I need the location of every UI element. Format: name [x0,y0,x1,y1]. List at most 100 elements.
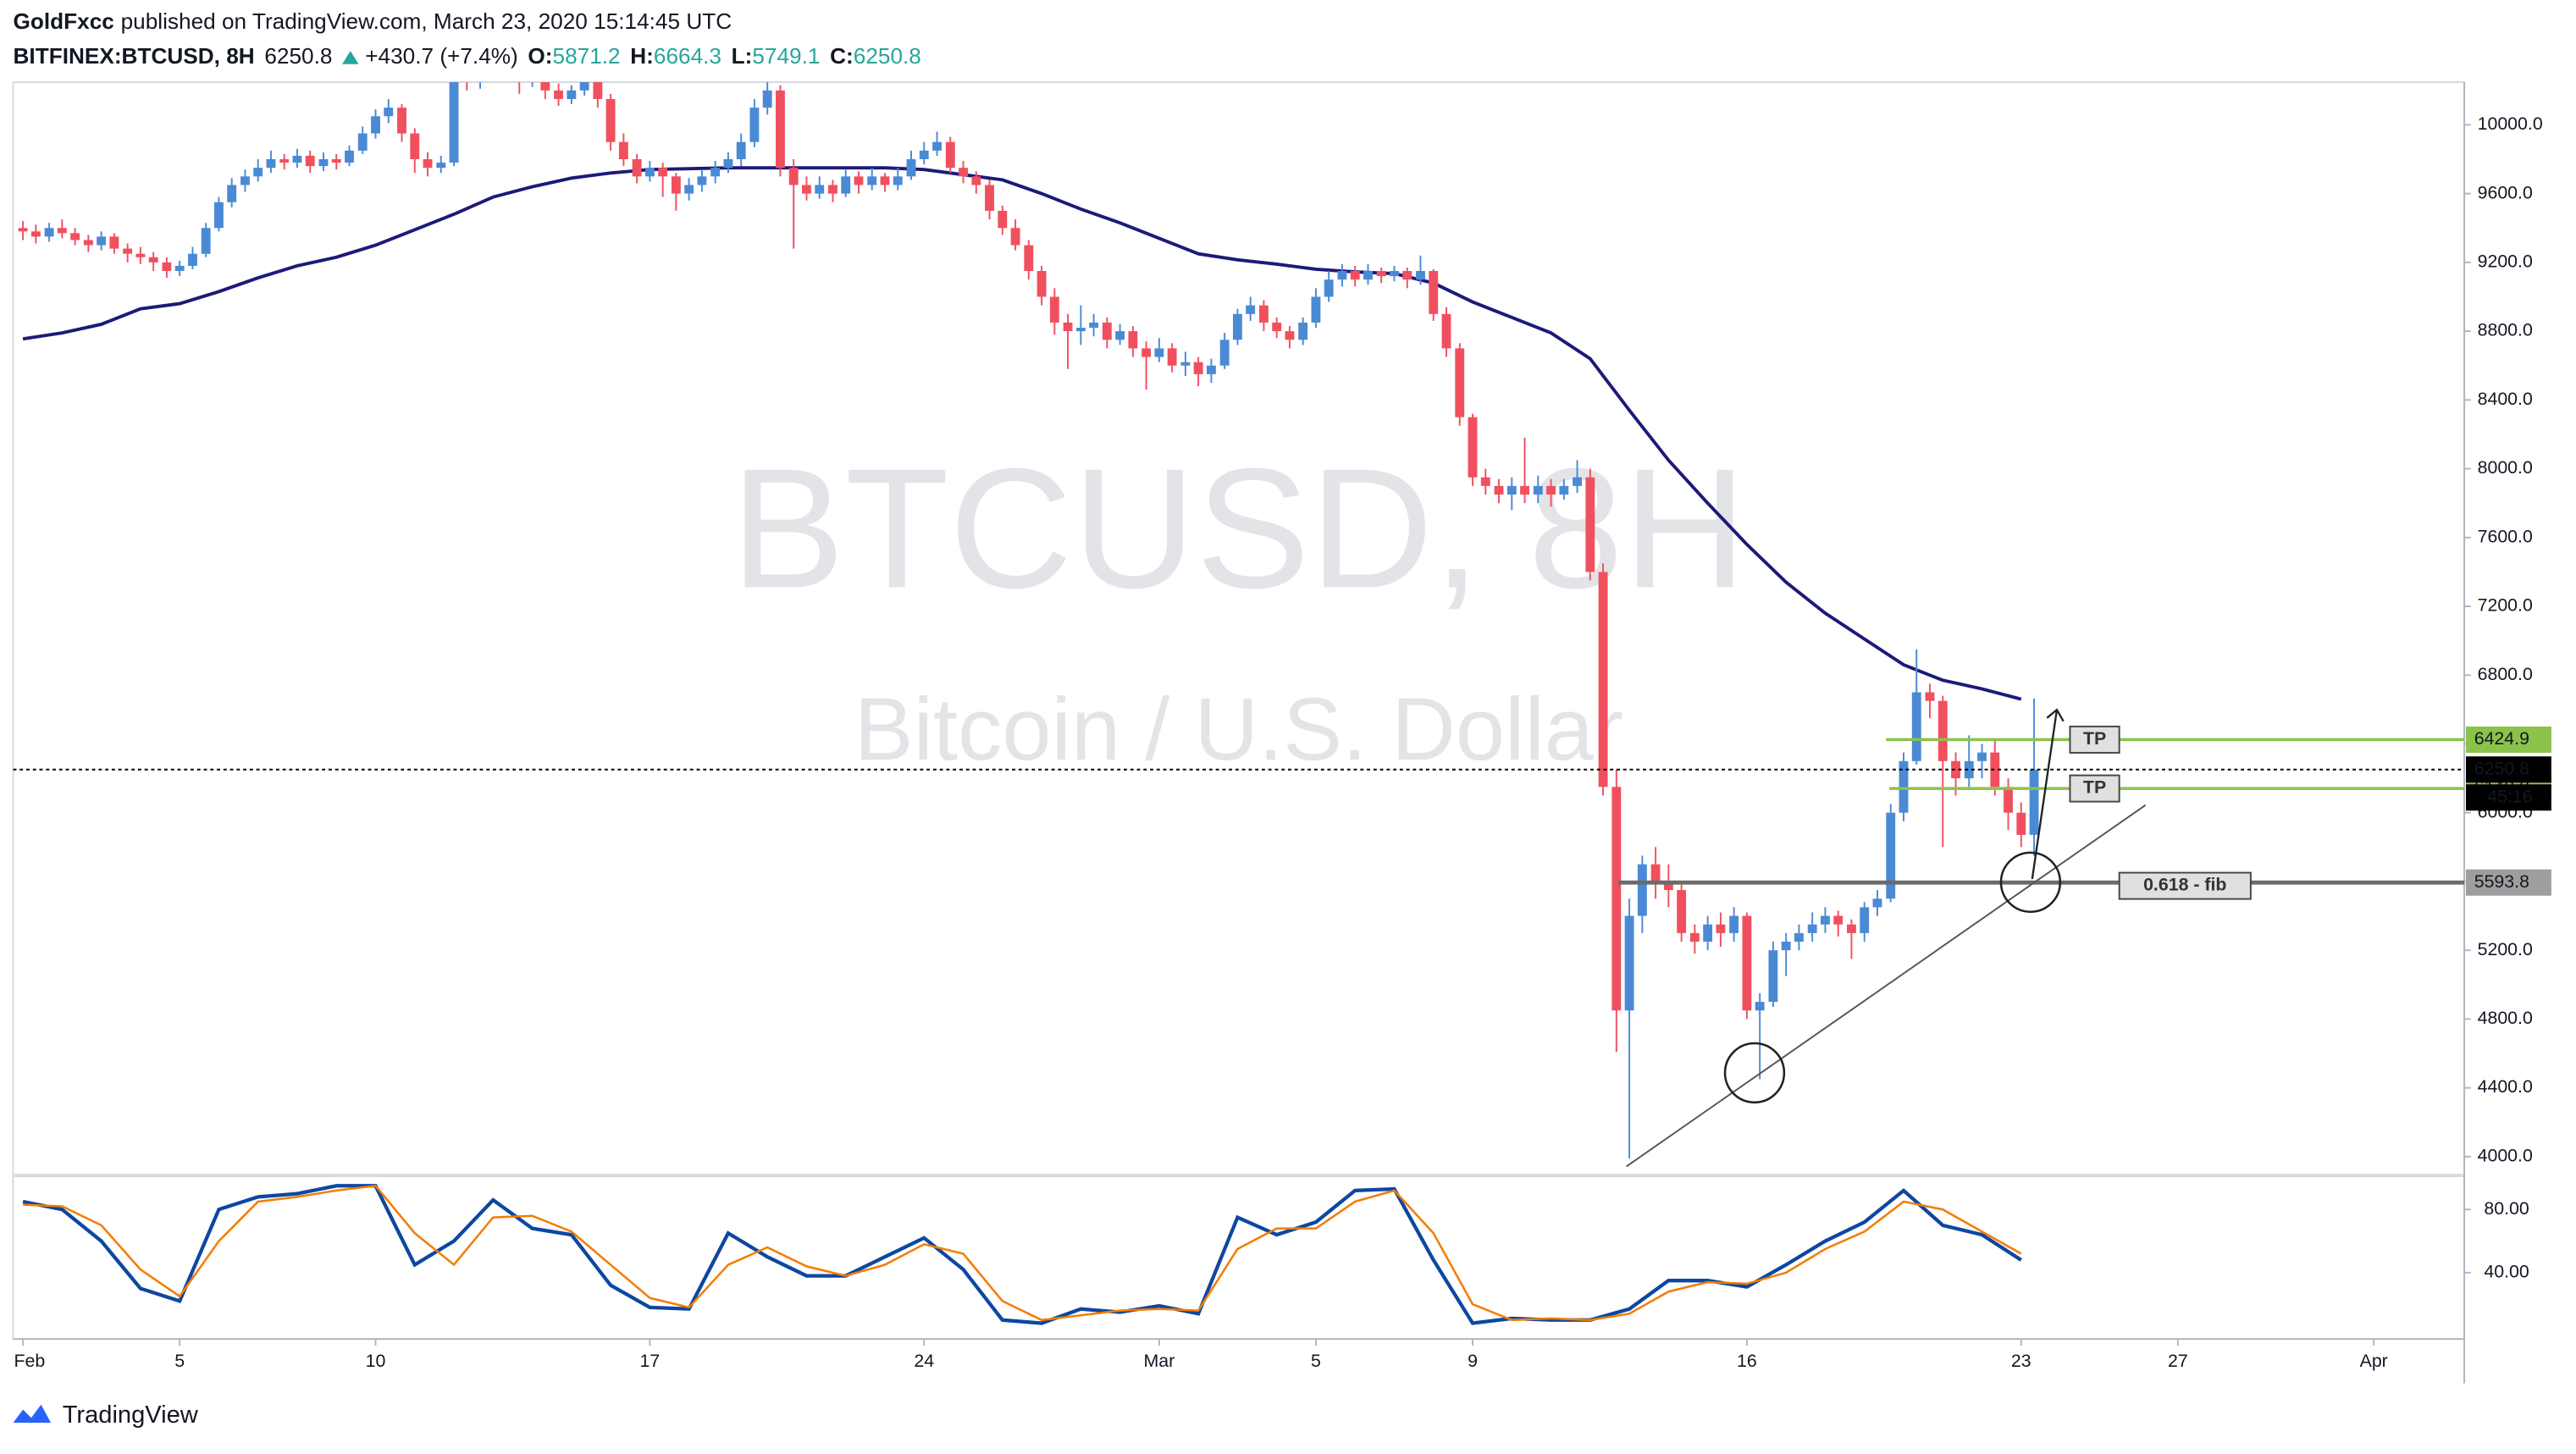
candle-body [1441,313,1451,349]
candle-body [710,168,721,177]
candle-body [227,185,237,202]
candle-body [97,236,107,246]
y-tick-label: 4000.0 [2478,1145,2533,1165]
candle-body [1624,915,1634,1011]
candle-body [213,202,224,229]
candle-body [1598,572,1608,788]
logo-icon [13,1404,52,1424]
x-tick-label: 24 [914,1351,934,1371]
high-label: H: [630,43,654,69]
candle-body [1663,881,1673,891]
author: GoldFxcc [14,8,114,34]
candle-body [18,228,28,232]
candle-body [1794,932,1804,942]
candle-body [148,257,158,263]
candle-body [357,133,368,151]
candle-body [1742,915,1752,1011]
candle-body [618,141,628,160]
candle-body [971,176,981,185]
stoch-line [22,1184,2022,1325]
candle-body [1024,245,1034,272]
last-price-box [2466,756,2551,783]
candle-body [919,150,929,160]
candle-body [1115,331,1125,340]
candle-body [1781,941,1791,951]
candle-body [644,168,655,177]
stoch-pane [12,1175,2466,1341]
candle-body [1154,348,1164,357]
level-tag-box [2069,725,2120,754]
candle-body [788,168,799,185]
y-tick-label: 8800.0 [2478,320,2533,340]
candle-body [579,82,589,91]
candle-body [2004,787,2013,813]
candle-body [70,233,80,240]
price-label-box [2466,726,2551,753]
stoch-plot [22,1184,2022,1325]
candle-body [83,240,93,246]
candle-body [279,159,290,163]
stoch-tick-label: 40.00 [2484,1261,2529,1281]
candle-body [776,90,785,169]
candle-body [697,176,707,185]
candle-body [828,185,837,194]
circle-marker [1723,1042,1786,1104]
candle-body [292,155,302,163]
candle-body [1049,296,1059,323]
y-tick-label: 4800.0 [2478,1008,2533,1028]
candle-body [1494,485,1504,495]
candle-body [371,116,380,134]
x-tick-label: 9 [1468,1351,1478,1371]
candle-body [305,155,315,167]
candle-body [1533,485,1543,495]
y-tick-label: 7200.0 [2478,595,2533,616]
x-tick-label: 23 [2011,1351,2032,1371]
candle-body [135,253,146,257]
drawings [1626,708,2147,1168]
x-tick-label: Apr [2360,1351,2388,1371]
candle-body [1272,322,1282,332]
candle-body [1573,477,1582,486]
candle-body [1285,331,1295,340]
last-price-label: 6250.8 [2474,758,2529,778]
candle-body [1350,271,1360,280]
candle-body [318,159,329,167]
candle-body [906,159,916,177]
x-tick-label: 5 [174,1351,185,1371]
candle-body [384,108,394,117]
candle-body [1480,477,1490,486]
candle-body [985,185,994,211]
candle-body [1232,313,1242,340]
candle-body [1206,365,1216,374]
candle-body [1193,362,1203,374]
candle-body [201,228,211,254]
candle-body [266,159,276,169]
moving-average [22,166,2022,701]
candle-body [462,73,472,81]
candle-body [331,159,341,163]
candle-body [1402,271,1412,280]
candle-body [959,168,968,177]
candle-body [1847,924,1856,933]
candle-body [1219,340,1230,366]
candle-body [998,210,1008,229]
candle-body [723,159,733,169]
candle-body [1546,485,1556,495]
candle-body [187,253,197,266]
candle-body [1951,760,1960,779]
candle-body [1142,348,1152,357]
candle-body [1416,271,1425,280]
candle-body [1899,760,1909,813]
candle-body [240,176,250,185]
candle-body [554,90,564,99]
candle-body [345,150,354,163]
y-tick-label: 6800.0 [2478,664,2533,684]
close-label: C: [830,43,854,69]
candle-body [567,90,577,99]
candle-body [1455,348,1465,417]
candle-body [1768,950,1778,1003]
candle-body [658,168,668,177]
candle-body [1964,760,1974,779]
candle-body [762,90,772,108]
arrow [2031,708,2065,880]
